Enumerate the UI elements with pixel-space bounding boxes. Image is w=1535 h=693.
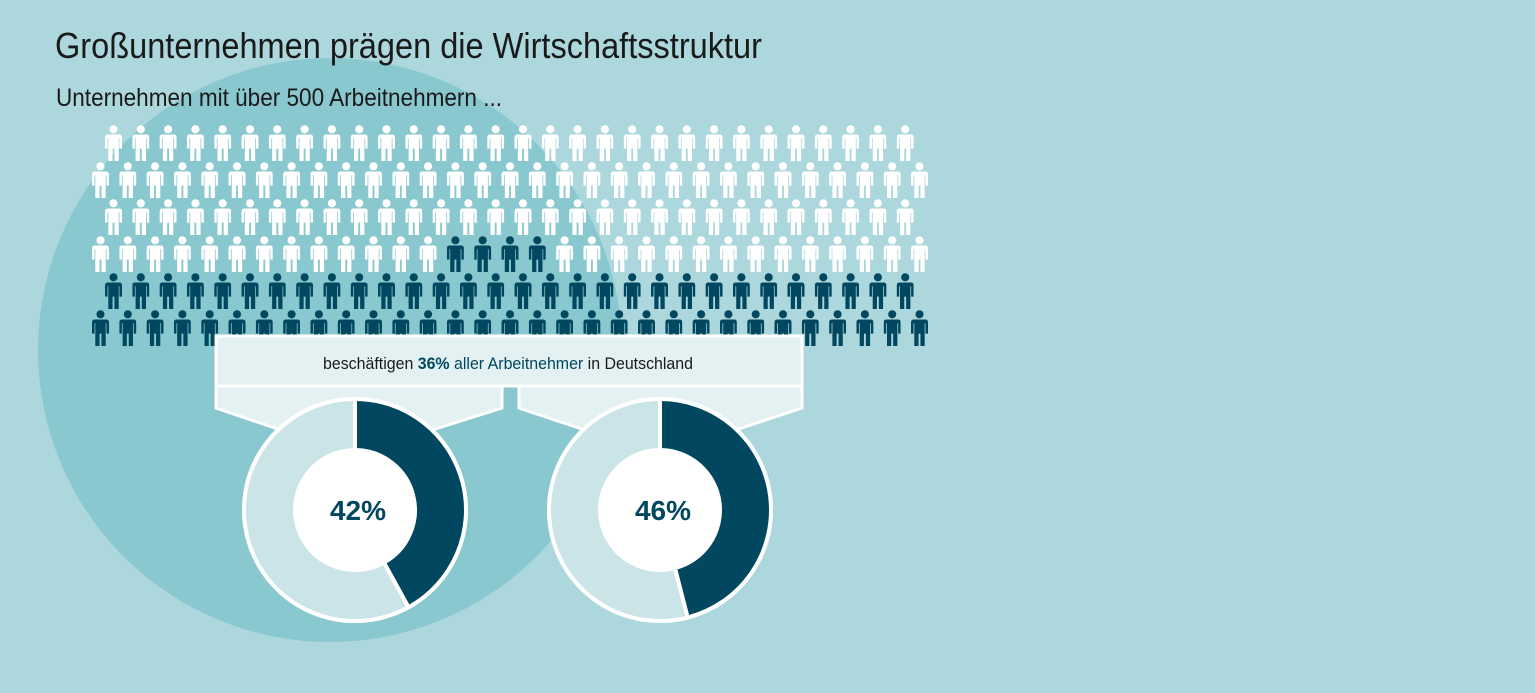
person-icon — [623, 273, 641, 309]
person-icon — [732, 199, 750, 235]
person-icon — [883, 162, 901, 198]
callout-post: in Deutschland — [583, 354, 693, 373]
person-icon — [787, 273, 805, 309]
person-icon — [856, 310, 874, 346]
person-icon — [623, 199, 641, 235]
person-icon — [665, 162, 683, 198]
person-icon — [705, 273, 723, 309]
person-icon — [747, 236, 765, 272]
page-title: Großunternehmen prägen die Wirtschaftsst… — [55, 25, 762, 66]
person-icon — [801, 162, 819, 198]
person-icon — [719, 162, 737, 198]
donut-label: 42% — [330, 495, 386, 526]
person-icon — [678, 273, 696, 309]
person-icon — [678, 125, 696, 161]
callout-value: 36% — [418, 354, 450, 373]
person-icon — [705, 199, 723, 235]
donut-segment-rest — [242, 396, 412, 623]
donut-segment-rest — [547, 396, 691, 623]
person-icon — [842, 125, 860, 161]
donut-segment-highlight — [658, 396, 773, 620]
person-icon — [869, 125, 887, 161]
person-icon — [814, 125, 832, 161]
person-icon — [638, 236, 655, 272]
person-icon — [705, 125, 723, 161]
person-icon — [692, 236, 710, 272]
person-icon — [814, 273, 832, 309]
person-icon — [856, 162, 874, 198]
person-icon — [651, 273, 668, 309]
person-icon — [814, 199, 832, 235]
donut-label: 46% — [635, 495, 691, 526]
person-icon — [787, 125, 805, 161]
person-icon — [747, 162, 765, 198]
person-icon — [732, 273, 750, 309]
person-icon — [569, 125, 587, 161]
person-icon — [610, 236, 628, 272]
person-icon — [596, 199, 614, 235]
person-icon — [911, 236, 928, 272]
person-icon — [583, 162, 601, 198]
person-icon — [829, 310, 847, 346]
person-icon — [638, 162, 655, 198]
person-icon — [883, 310, 901, 346]
person-icon — [719, 236, 737, 272]
person-icon — [665, 236, 683, 272]
person-icon — [732, 125, 750, 161]
person-icon — [651, 125, 668, 161]
person-icon — [787, 199, 805, 235]
person-icon — [869, 273, 887, 309]
person-icon — [623, 125, 641, 161]
person-icon — [896, 125, 914, 161]
person-icon — [801, 310, 819, 346]
person-icon — [801, 236, 819, 272]
donut-hole — [296, 451, 414, 569]
person-icon — [596, 125, 614, 161]
donut-segment-highlight — [353, 396, 468, 610]
person-icon — [856, 236, 874, 272]
donut-charts: 42% 46% — [242, 396, 773, 623]
person-icon — [774, 236, 792, 272]
person-icon — [896, 199, 914, 235]
subtitle: Unternehmen mit über 500 Arbeitnehmern .… — [56, 84, 502, 112]
person-icon — [829, 236, 847, 272]
person-icon — [829, 162, 847, 198]
person-icon — [911, 310, 928, 346]
person-icon — [842, 273, 860, 309]
person-icon — [760, 273, 778, 309]
person-icon — [651, 199, 668, 235]
person-icon — [869, 199, 887, 235]
person-icon — [760, 125, 778, 161]
person-icon — [678, 199, 696, 235]
person-icon — [842, 199, 860, 235]
person-icon — [610, 162, 628, 198]
callout-box — [214, 334, 804, 388]
callout-text: beschäftigen 36% aller Arbeitnehmer in D… — [323, 354, 693, 373]
person-icon — [883, 236, 901, 272]
person-icon — [760, 199, 778, 235]
person-icon — [911, 162, 928, 198]
person-icon — [692, 162, 710, 198]
person-icon — [896, 273, 914, 309]
donut-hole — [601, 451, 719, 569]
callout-pre: beschäftigen — [323, 354, 418, 373]
person-icon — [774, 162, 792, 198]
callout-mid: aller Arbeitnehmer — [450, 354, 584, 373]
